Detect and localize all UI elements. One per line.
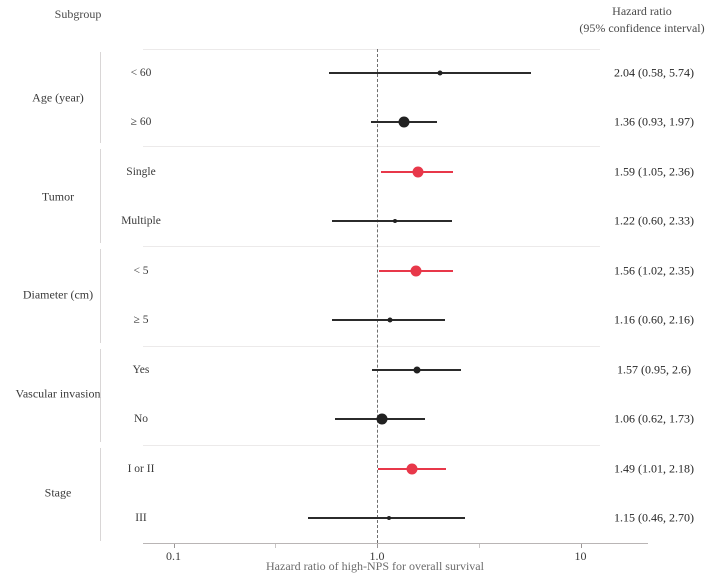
- group-label: Age (year): [32, 90, 84, 105]
- group-label: Stage: [44, 485, 72, 500]
- hr-value: 1.57 (0.95, 2.6): [617, 362, 691, 377]
- hr-value: 1.36 (0.93, 1.97): [614, 114, 694, 129]
- row-label: I or II: [127, 462, 155, 475]
- hr-value: 1.49 (1.01, 2.18): [614, 461, 694, 476]
- group-bracket: [100, 349, 101, 442]
- hr-marker: [410, 265, 422, 277]
- group-bracket: [100, 448, 101, 541]
- row-label: ≥ 60: [130, 116, 152, 129]
- row-label: No: [133, 413, 149, 426]
- group-bracket: [100, 52, 101, 143]
- row-label: III: [135, 511, 147, 524]
- hazard-ratio-header-line1: Hazard ratio: [612, 4, 672, 18]
- x-axis-tick: [275, 544, 277, 548]
- group-label: Diameter (cm): [22, 287, 94, 302]
- row-label: Multiple: [121, 215, 161, 228]
- group-bracket: [100, 249, 101, 343]
- x-axis-line: [143, 543, 648, 544]
- hr-marker: [437, 70, 443, 76]
- x-axis-tick: [377, 544, 378, 548]
- group-separator: [143, 346, 600, 347]
- row-label: < 60: [130, 67, 152, 79]
- hazard-ratio-header-line2: (95% confidence interval): [579, 21, 705, 35]
- hr-marker: [412, 166, 424, 178]
- hr-marker: [406, 463, 418, 475]
- x-axis-tick: [478, 544, 480, 548]
- hr-marker: [376, 413, 388, 425]
- x-axis-tick-label: 1.0: [369, 549, 385, 563]
- x-axis-tick-label: 0.1: [166, 549, 181, 563]
- group-separator: [143, 246, 600, 247]
- hr-marker: [398, 116, 410, 128]
- ci-line: [308, 516, 465, 519]
- group-separator: [143, 445, 600, 446]
- group-separator: [143, 146, 600, 147]
- column-header-subgroup: Subgroup: [54, 7, 102, 21]
- hr-value: 2.04 (0.58, 5.74): [614, 65, 694, 80]
- x-axis-title: Hazard ratio of high-NPS for overall sur…: [266, 559, 484, 573]
- column-header-hazard-ratio: Hazard ratio (95% confidence interval): [575, 3, 709, 37]
- hr-value: 1.06 (0.62, 1.73): [614, 411, 694, 426]
- row-label: Single: [126, 165, 156, 178]
- ci-line: [331, 220, 452, 223]
- row-label: < 5: [133, 264, 149, 277]
- hr-value: 1.59 (1.05, 2.36): [614, 164, 694, 179]
- hr-marker: [413, 366, 421, 374]
- group-label: Vascular invasion: [15, 386, 101, 401]
- row-label: Yes: [132, 363, 150, 376]
- group-label: Tumor: [41, 189, 75, 204]
- x-axis-tick: [580, 544, 582, 548]
- hr-value: 1.22 (0.60, 2.33): [614, 213, 694, 228]
- row-label: ≥ 5: [133, 314, 149, 327]
- x-axis-tick-label: 10: [574, 549, 587, 563]
- hr-marker: [392, 219, 397, 224]
- reference-line: [377, 49, 378, 543]
- hr-value: 1.15 (0.46, 2.70): [614, 510, 694, 525]
- group-bracket: [100, 149, 101, 243]
- hr-value: 1.16 (0.60, 2.16): [614, 312, 694, 327]
- hr-marker: [387, 515, 392, 520]
- hr-marker: [387, 317, 393, 323]
- x-axis-tick: [173, 544, 175, 548]
- ci-line: [328, 72, 532, 74]
- hr-value: 1.56 (1.02, 2.35): [614, 263, 694, 278]
- group-separator: [143, 49, 600, 50]
